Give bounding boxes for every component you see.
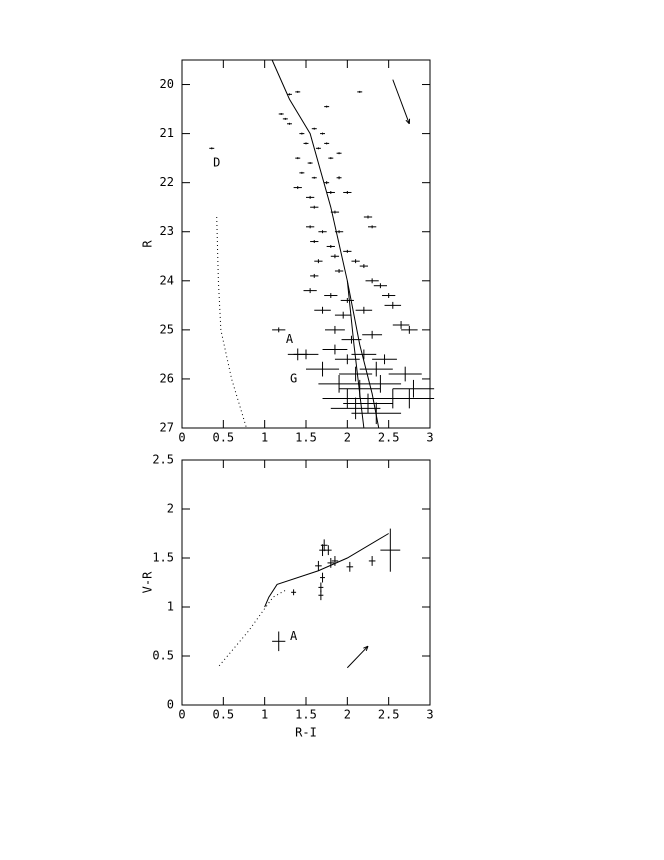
y-tick-label: 0 (167, 698, 174, 712)
arrow-head (405, 118, 411, 125)
y-tick-label: 23 (160, 224, 174, 238)
y-tick-label: 2 (167, 502, 174, 516)
x-tick-label: 0 (178, 708, 185, 722)
x-tick-label: 1.5 (295, 708, 317, 722)
annotation: D (213, 156, 220, 170)
annotation: A (286, 332, 294, 346)
plot-frame (181, 59, 431, 429)
y-tick-label: 21 (160, 126, 174, 140)
x-tick-label: 1.5 (295, 431, 317, 445)
annotation: A (290, 629, 298, 643)
y-tick-label: 27 (160, 421, 174, 435)
x-tick-label: 2.5 (378, 431, 400, 445)
model-line (218, 589, 286, 667)
reddening-arrow (346, 645, 369, 669)
x-axis-label: R-I (295, 726, 317, 740)
model-line (346, 280, 365, 429)
model-line (216, 217, 247, 429)
x-tick-label: 3 (426, 708, 433, 722)
y-tick-label: 24 (160, 273, 174, 287)
x-tick-label: 2.5 (378, 708, 400, 722)
y-tick-label: 2.5 (152, 453, 174, 467)
y-tick-label: 22 (160, 175, 174, 189)
y-tick-label: 1.5 (152, 551, 174, 565)
y-tick-label: 1 (167, 600, 174, 614)
x-tick-label: 2 (344, 708, 351, 722)
arrow-head (363, 645, 369, 652)
x-tick-label: 1 (261, 708, 268, 722)
x-tick-label: 2 (344, 431, 351, 445)
y-axis-label: R (141, 240, 155, 248)
x-tick-label: 0.5 (212, 431, 234, 445)
annotation: G (290, 371, 297, 385)
model-line (271, 59, 380, 429)
x-tick-label: 0 (178, 431, 185, 445)
y-tick-label: 0.5 (152, 649, 174, 663)
y-axis-label: V-R (141, 571, 155, 593)
y-tick-label: 25 (160, 322, 174, 336)
x-tick-label: 3 (426, 431, 433, 445)
plot-frame (181, 459, 431, 706)
reddening-arrow (392, 79, 410, 124)
x-tick-label: 0.5 (212, 708, 234, 722)
y-tick-label: 20 (160, 77, 174, 91)
model-line (264, 533, 389, 608)
x-tick-label: 1 (261, 431, 268, 445)
y-tick-label: 26 (160, 371, 174, 385)
